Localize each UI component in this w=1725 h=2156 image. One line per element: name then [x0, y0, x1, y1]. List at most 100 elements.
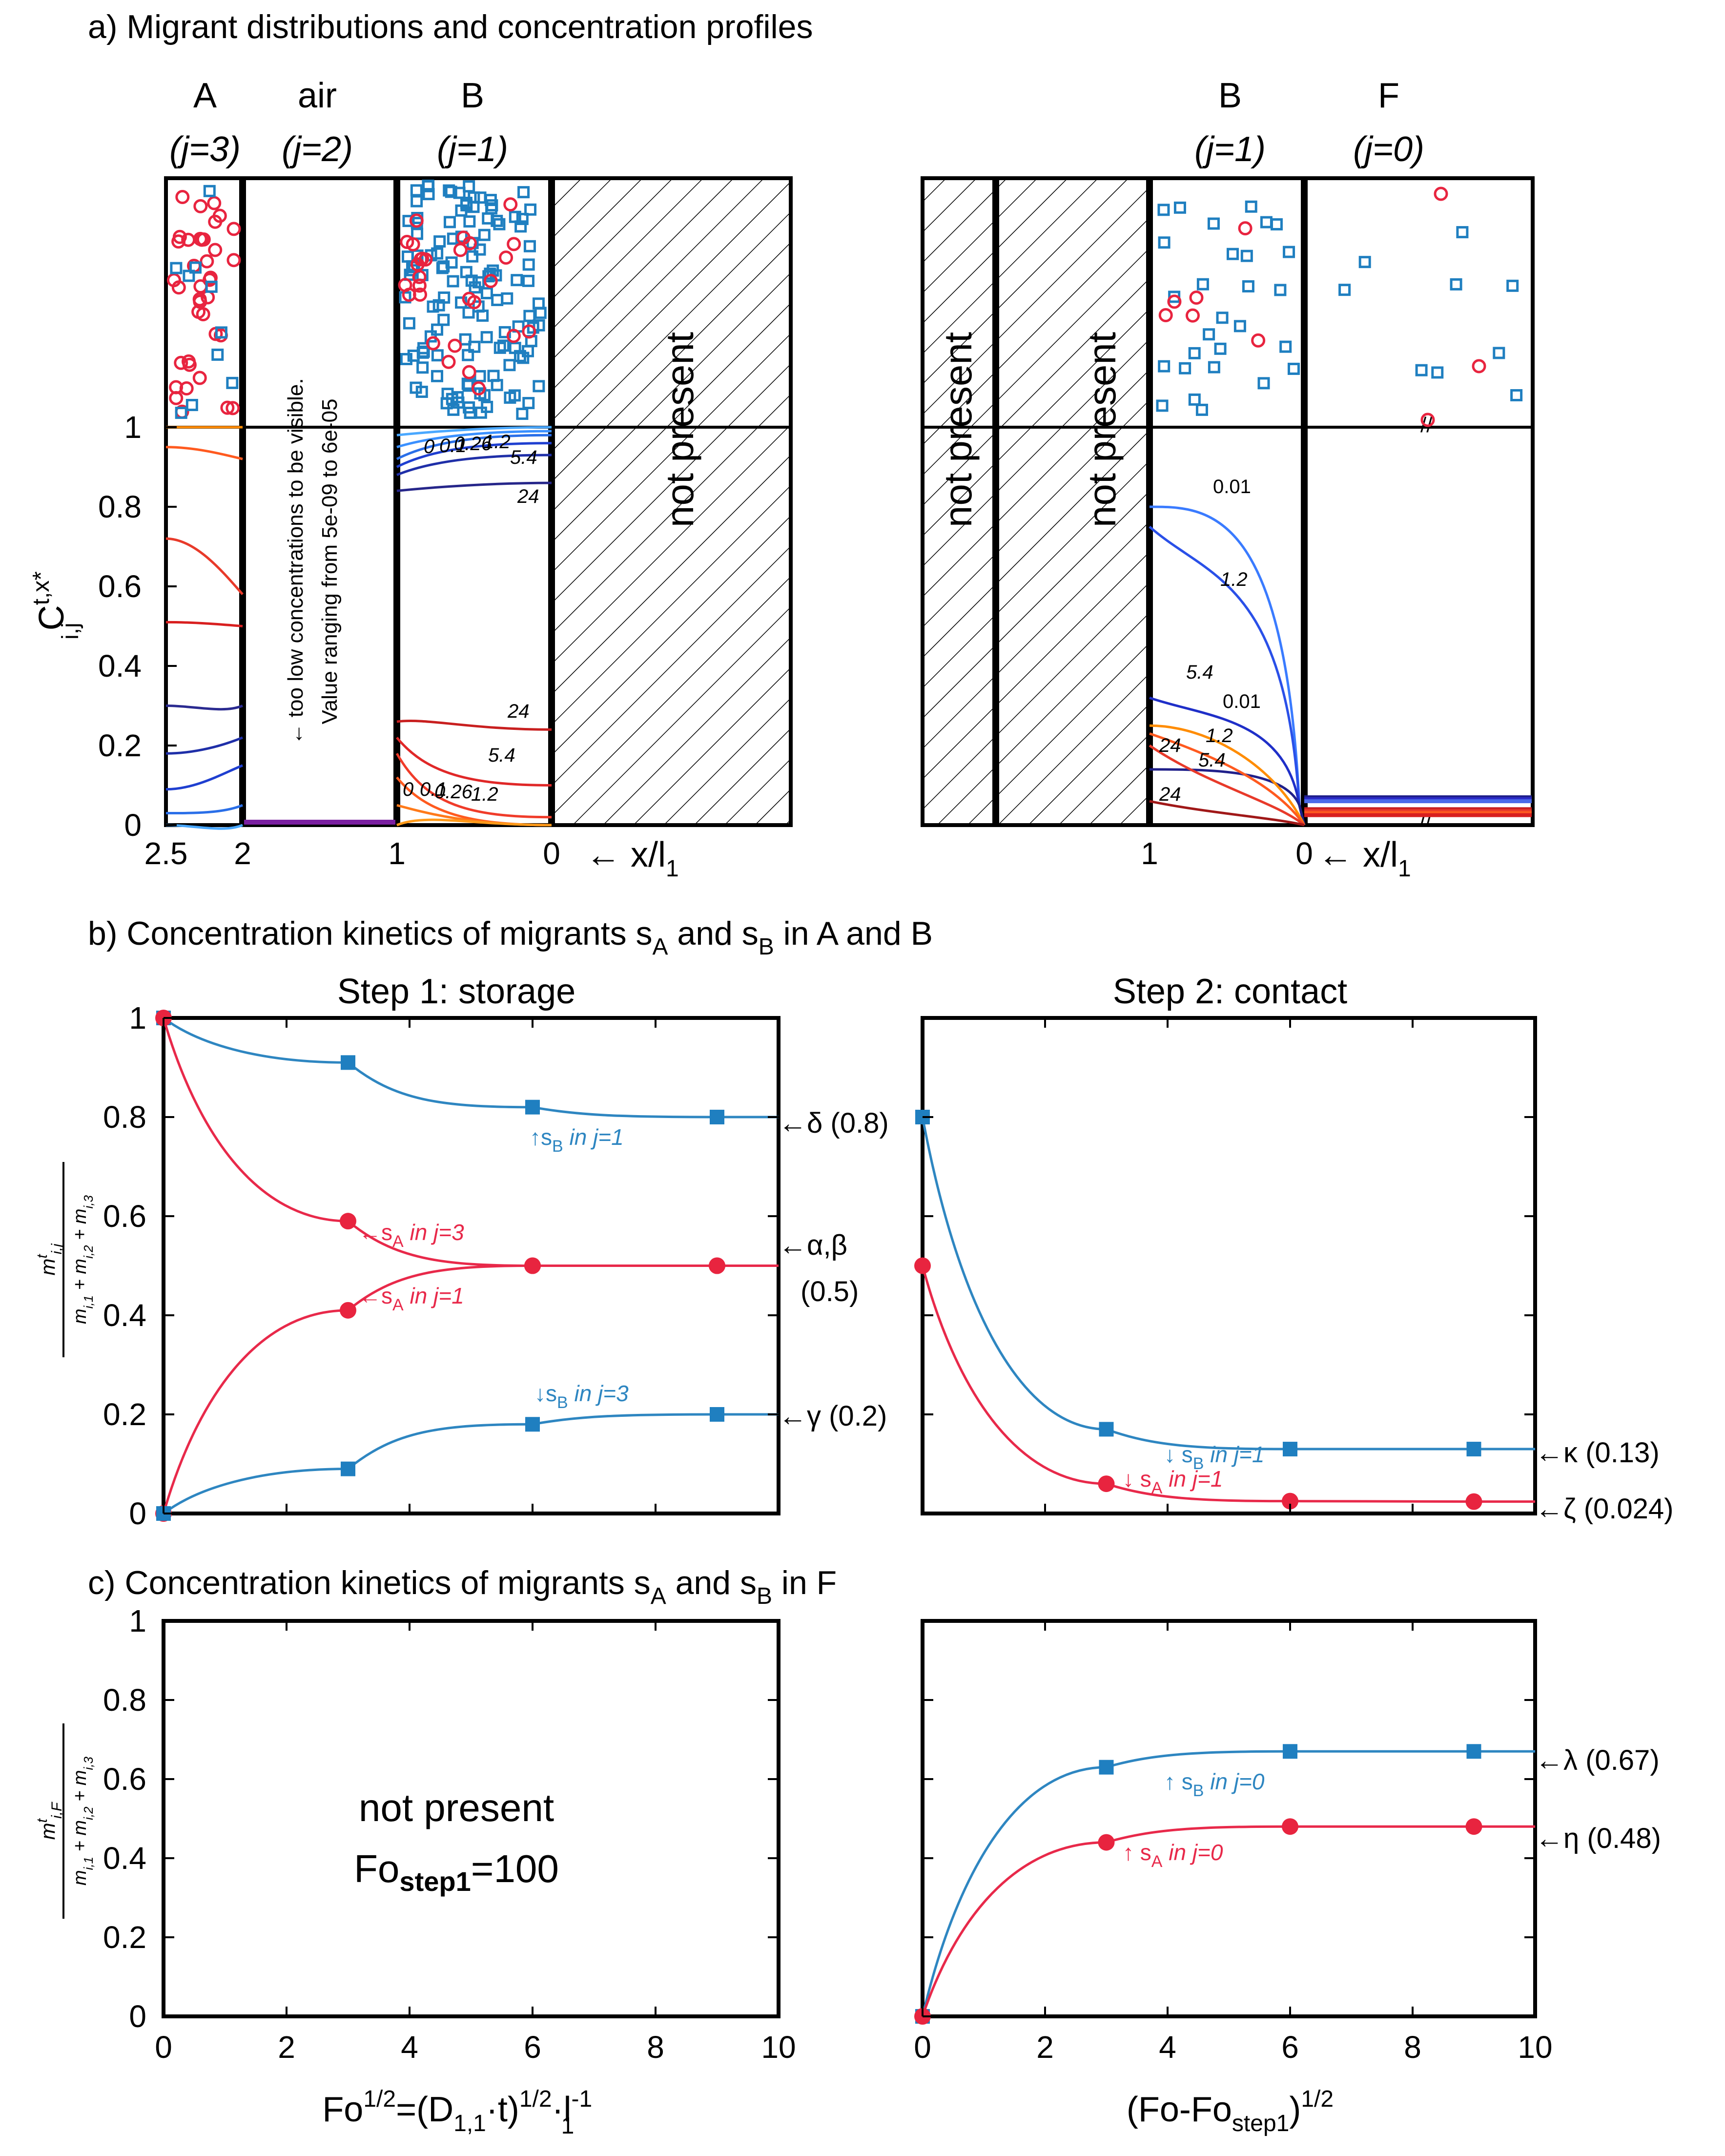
migrant-sA-marker: [212, 208, 227, 223]
migrant-sB-marker: [1431, 366, 1444, 379]
air-note-1: ← too low concentrations to be visible.: [284, 378, 308, 745]
curve-label-red-left: 0: [403, 779, 413, 800]
xl1-sup: 1/2: [363, 2086, 396, 2112]
lbl-b5: ↓ s: [1164, 1442, 1193, 1467]
c-xtick-label-left: 10: [761, 2030, 796, 2065]
not-present-hatch-right: [923, 178, 1150, 825]
migrant-sB-marker: [211, 349, 224, 361]
migrant-sA-marker: [200, 254, 214, 269]
panel-a-left-frame: [164, 176, 793, 827]
profile-sA-right: [1149, 800, 1305, 827]
migrant-sA-marker: [453, 243, 468, 257]
lbl-c2-tail: in j=0: [1162, 1840, 1223, 1865]
a-xtick-left: 0: [543, 836, 560, 871]
ylabel-a-main: C: [32, 605, 71, 630]
migrant-sB-marker: [1157, 204, 1170, 216]
label-sB-j1-left: ↑sB in j=1: [530, 1124, 624, 1156]
col-header-F: F: [1378, 76, 1399, 115]
migrant-sA-marker: [226, 222, 241, 236]
b-title-sub-a: A: [653, 934, 668, 960]
c-ytick-label: 0.4: [103, 1841, 146, 1876]
lbl-b1-sub: B: [552, 1137, 563, 1156]
curve-label-blue-left: 0.1: [439, 435, 467, 456]
a-ytick-label: 0.4: [98, 648, 142, 684]
lbl-c1-tail: in j=0: [1204, 1769, 1264, 1794]
c-xlabel-left: Fo1/2=(D1,1·t)1/2·l-1 1: [322, 2086, 591, 2139]
migrant-sB-marker: [1188, 393, 1201, 406]
yc-den3: + m: [70, 1770, 90, 1806]
migrant-sB-marker: [463, 215, 476, 228]
b-ytick-label: 0.2: [103, 1397, 146, 1432]
migrant-sB-marker: [480, 287, 493, 299]
migrant-sB-marker: [1208, 361, 1220, 373]
c-xtick-label-right: 4: [1159, 2030, 1176, 2065]
migrant-sA-marker: [192, 292, 207, 307]
migrant-sB-marker: [415, 386, 428, 398]
kinetics-curve-s_A-in-j=1: [921, 1265, 1535, 1503]
migrant-sA-marker: [1158, 308, 1173, 323]
c-fo-step1: Fostep1=100: [354, 1847, 559, 1897]
panel-b-y-ticks: 0 0.2 0.4 0.6 0.8 1: [103, 1000, 1536, 1531]
lbl-b4-sub: B: [557, 1393, 568, 1412]
migrant-sB-marker: [481, 400, 493, 413]
marker-circle: [524, 1257, 541, 1274]
col-j-B-left: (j=1): [437, 130, 508, 169]
curve-label-red-left: 24: [507, 701, 530, 722]
xl1-sub2: 1: [561, 2113, 575, 2139]
migrant-sA-marker: [499, 250, 513, 265]
b-title-and: and s: [668, 915, 759, 952]
a-ytick-label: 1: [124, 410, 142, 445]
panel-c-ticks: 00.20.40.60.810 02 24 46 68 810 10: [103, 1603, 1553, 2065]
migrant-sB-marker: [453, 187, 466, 199]
migrant-scatter-left: [166, 179, 547, 420]
profile-sA-layerB: [396, 719, 552, 731]
not-present-left: not present: [658, 332, 701, 527]
col-j-B-right: (j=1): [1194, 130, 1266, 169]
curve-label-red-right: 24: [1159, 784, 1181, 805]
migrant-sB-marker: [189, 261, 202, 274]
marker-circle: [340, 1213, 356, 1230]
migrant-sB-marker: [1506, 279, 1519, 292]
migrant-sB-marker: [170, 262, 183, 274]
migrant-sB-marker: [1158, 360, 1171, 373]
xlabel-a-right-sub: 1: [1398, 856, 1411, 882]
lbl-b5-tail: in j=1: [1204, 1442, 1264, 1467]
profile-sB-layerA: [165, 736, 243, 755]
lbl-c1: ↑ s: [1164, 1769, 1193, 1794]
profile-sB-layerB: [396, 426, 552, 436]
c-not-present: not present: [359, 1786, 554, 1829]
migrant-sB-marker: [422, 188, 435, 201]
step1-title: Step 1: storage: [337, 972, 575, 1011]
yc-den1: m: [70, 1870, 90, 1886]
b-title-post: in A and B: [774, 915, 933, 952]
panel-b-ylabel: mti,j mi,1 + mi,2 + mi,3: [34, 1162, 96, 1357]
migrant-sA-marker: [208, 243, 223, 257]
c-ytick-label: 0.6: [103, 1762, 146, 1797]
migrant-sA-marker: [462, 365, 476, 379]
migrant-sB-marker: [432, 299, 445, 311]
migrant-sB-marker: [1245, 200, 1257, 213]
curve-label-blue-right: 0.01: [1213, 476, 1251, 498]
yc-den2: + m: [70, 1820, 90, 1857]
panel-c-ylabel: mti,F mi,1 + mi,2 + mi,3: [34, 1723, 96, 1919]
col-j-F: (j=0): [1353, 130, 1424, 169]
migrant-sB-marker: [410, 184, 423, 197]
migrant-sB-marker: [440, 397, 453, 410]
step2-title: Step 2: contact: [1113, 972, 1347, 1011]
migrant-sB-marker: [1450, 278, 1462, 290]
lbl-b4: ↓s: [534, 1381, 557, 1406]
c-xtick-label-left: 2: [278, 2030, 295, 2065]
migrant-sB-marker: [533, 319, 545, 332]
c-title-pre: c) Concentration kinetics of migrants s: [88, 1564, 651, 1601]
panel-a-xlabel-left: ← x/l1: [586, 835, 679, 882]
migrant-sB-marker: [467, 201, 480, 213]
migrant-sA-marker: [409, 213, 424, 228]
migrant-sB-marker: [1196, 278, 1209, 290]
a-xtick-left: 2: [234, 836, 251, 871]
profile-sA-layerA: [165, 537, 244, 595]
curve-label-red-right: 1.2: [1206, 725, 1233, 746]
lbl-c2: ↑ s: [1123, 1840, 1151, 1865]
svg-text:mi,1 + mi,2 + mi,3: mi,1 + mi,2 + mi,3: [70, 1195, 96, 1324]
migrant-sA-marker: [193, 279, 208, 293]
